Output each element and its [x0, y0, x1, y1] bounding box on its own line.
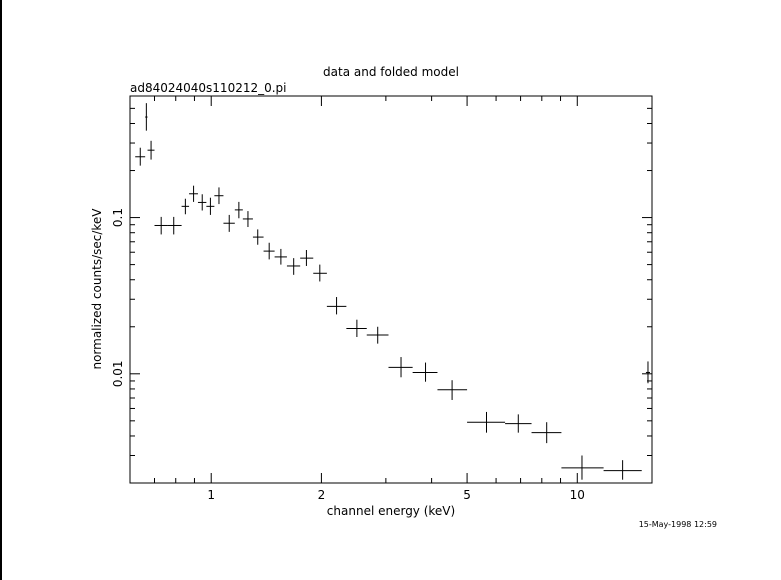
data-point — [263, 242, 275, 260]
data-point — [135, 147, 146, 166]
data-point — [437, 380, 468, 400]
y-axis-label: normalized counts/sec/keV — [90, 208, 104, 370]
data-point — [274, 248, 287, 265]
data-point — [167, 216, 182, 235]
data-point — [326, 297, 347, 315]
x-tick-label: 1 — [207, 488, 215, 502]
axis-minor-ticks — [129, 96, 652, 484]
data-point — [206, 197, 215, 215]
data-point — [467, 411, 506, 433]
chart-title: data and folded model — [323, 65, 459, 79]
data-point — [214, 187, 224, 205]
data-point — [531, 422, 562, 444]
x-tick-label: 5 — [463, 488, 471, 502]
data-point — [181, 198, 190, 215]
data-point — [603, 460, 642, 480]
y-tick-label: 0.1 — [111, 208, 125, 227]
data-point — [223, 214, 235, 232]
data-point — [313, 264, 327, 282]
tick-labels: 1 2 5 10 0.1 0.01 — [111, 208, 585, 502]
data-point — [346, 319, 367, 338]
timestamp: 15-May-1998 12:59 — [639, 520, 717, 529]
data-point — [154, 216, 168, 235]
data-point — [189, 185, 198, 202]
chart-subtitle: ad84024040s110212_0.pi — [130, 81, 287, 95]
axis-major-ticks — [130, 96, 652, 483]
data-point — [561, 455, 604, 480]
data-points — [135, 103, 651, 480]
data-point — [300, 250, 314, 266]
data-point — [412, 362, 438, 382]
data-point — [242, 211, 253, 228]
data-point — [505, 414, 532, 433]
left-border — [0, 0, 2, 580]
x-tick-label: 2 — [318, 488, 326, 502]
data-point — [234, 201, 243, 219]
data-point — [645, 361, 651, 384]
data-point — [286, 258, 301, 275]
x-tick-label: 10 — [570, 488, 585, 502]
data-point — [145, 103, 148, 131]
y-tick-label: 0.01 — [111, 360, 125, 387]
plot-frame — [129, 95, 653, 484]
data-point — [366, 326, 389, 344]
data-point — [147, 140, 155, 160]
data-point — [252, 229, 264, 245]
data-point — [388, 357, 413, 378]
data-point — [197, 194, 207, 211]
x-axis-label: channel energy (keV) — [327, 504, 455, 518]
